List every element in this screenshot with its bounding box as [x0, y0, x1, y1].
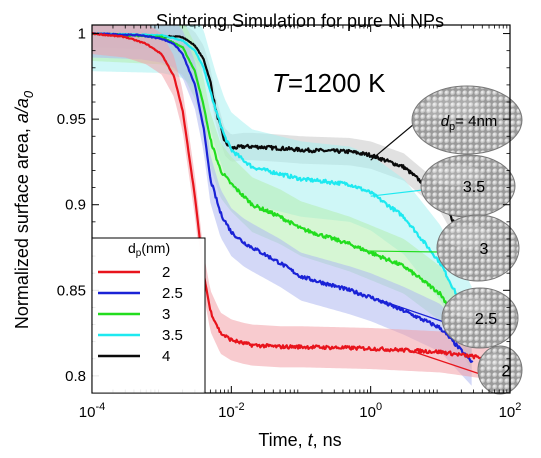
temperature-annotation: T=1200 K: [272, 68, 386, 98]
legend-label-2_5: 2.5: [162, 285, 183, 302]
legend: dp(nm) 2 2.5 3 3.5 4: [92, 237, 206, 393]
connector-4: [370, 123, 415, 161]
series-line-3_5: [92, 32, 474, 326]
x-tick-label: 10-4: [79, 401, 105, 421]
particle-label-3_5: 3.5: [463, 179, 485, 196]
particle-connectors: [363, 123, 481, 375]
y-tick-label: 0.9: [65, 197, 86, 214]
particle-label-3: 3: [480, 241, 489, 258]
y-tick-label: 0.85: [57, 282, 86, 299]
particle-image-3: 3: [436, 214, 520, 282]
legend-label-3_5: 3.5: [162, 327, 183, 344]
y-tick-label: 1: [78, 26, 86, 43]
legend-label-2: 2: [162, 264, 170, 281]
particle-image-2: 2: [477, 345, 523, 395]
particle-label-4: dp= 4nm: [441, 113, 498, 133]
series-line-2_5: [92, 32, 474, 364]
band-2_5: [92, 25, 472, 386]
particle-image-2_5: 2.5: [441, 287, 519, 349]
particle-label-2: 2: [502, 363, 511, 380]
series-line-2: [92, 32, 490, 362]
series-lines: [92, 32, 490, 364]
legend-label-3: 3: [162, 306, 170, 323]
y-tick-label: 0.8: [65, 368, 86, 385]
band-3: [92, 25, 472, 370]
particle-image-4: dp= 4nm: [411, 85, 523, 155]
y-tick-label: 0.95: [57, 111, 86, 128]
x-axis-ticks: 10-4 10-2 100 102: [79, 25, 522, 421]
legend-label-4: 4: [162, 348, 170, 365]
x-tick-label: 10-2: [218, 401, 244, 421]
confidence-bands: [92, 25, 490, 386]
particle-image-3_5: 3.5: [420, 154, 516, 218]
x-axis-label: Time, t, ns: [258, 430, 341, 450]
x-tick-label: 102: [499, 401, 522, 421]
connector-2: [403, 347, 481, 375]
band-2: [92, 25, 490, 380]
connector-3_5: [370, 189, 424, 197]
x-tick-label: 100: [359, 401, 382, 421]
particle-images: dp= 4nm 3.5 3 2.5 2: [411, 85, 523, 395]
connector-3: [363, 250, 440, 253]
legend-title: dp(nm): [128, 240, 170, 259]
plot-frame: [91, 24, 511, 394]
y-axis-label: Normalized surface area, a/a0: [12, 90, 36, 329]
particle-label-2_5: 2.5: [475, 311, 497, 328]
connector-2_5: [375, 298, 445, 323]
